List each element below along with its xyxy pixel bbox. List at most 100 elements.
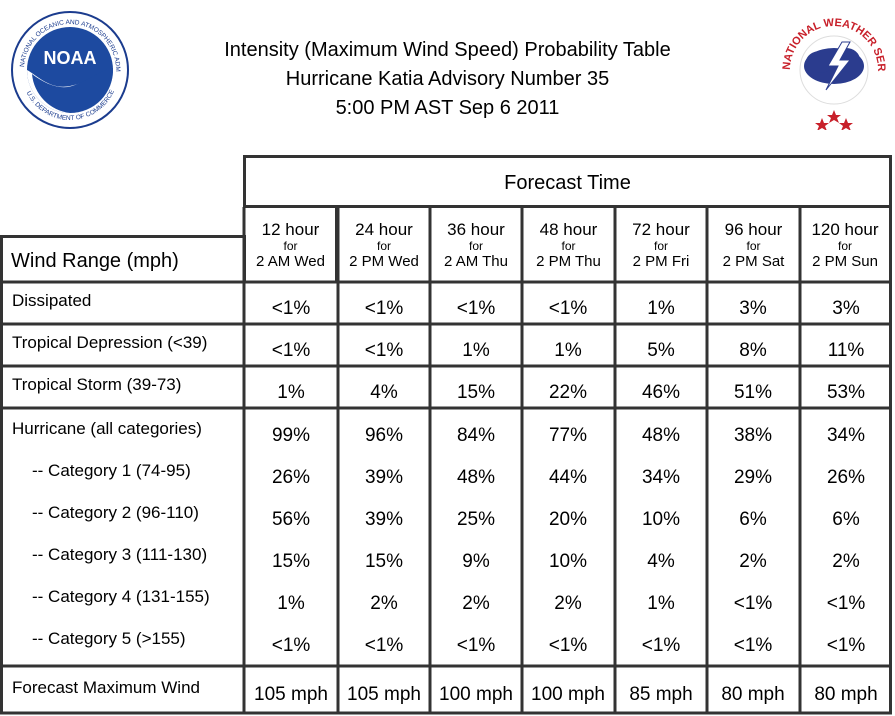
probability-cell: <1% [271, 635, 311, 656]
probability-cell: 15% [364, 551, 404, 572]
noaa-logo: NOAA NATIONAL OCEANIC AND ATMOSPHERIC AD… [10, 10, 129, 129]
page-title: Intensity (Maximum Wind Speed) Probabili… [160, 36, 735, 123]
column-time: 2 AM Wed [256, 253, 325, 270]
row-label: -- Category 2 (96-110) [32, 503, 199, 522]
row-label: Forecast Maximum Wind [12, 678, 200, 697]
probability-cell: 1% [277, 593, 305, 614]
probability-cell: 99% [271, 425, 311, 446]
column-hours: 120 hour [811, 220, 879, 239]
probability-cell: 84% [456, 425, 496, 446]
probability-cell: 38% [733, 425, 773, 446]
probability-cell: <1% [641, 635, 681, 656]
max-wind-cell: 105 mph [347, 684, 421, 705]
column-hours: 12 hour [261, 220, 320, 239]
probability-cell: 1% [647, 298, 675, 319]
probability-cell: 3% [739, 298, 767, 319]
probability-cell: 20% [548, 509, 588, 530]
row-label: Tropical Storm (39-73) [12, 375, 182, 394]
max-wind-cell: 100 mph [439, 684, 513, 705]
probability-cell: 2% [462, 593, 490, 614]
probability-cell: 1% [554, 340, 582, 361]
probability-cell: 3% [832, 298, 860, 319]
max-wind-cell: 105 mph [254, 684, 328, 705]
probability-cell: 39% [364, 467, 404, 488]
column-header: 36 hour for 2 AM Thu [430, 207, 522, 282]
column-time: 2 PM Thu [536, 253, 601, 270]
column-header: 72 hour for 2 PM Fri [615, 207, 707, 282]
row-label: Dissipated [12, 291, 92, 310]
probability-cell: 44% [548, 467, 588, 488]
probability-cell: <1% [364, 340, 404, 361]
probability-cell: 26% [826, 467, 866, 488]
column-header: 120 hour for 2 PM Sun [800, 207, 890, 282]
column-header: 12 hour for 2 AM Wed [246, 207, 338, 282]
title-line-3: 5:00 PM AST Sep 6 2011 [335, 97, 560, 119]
probability-cell: 1% [647, 593, 675, 614]
probability-cell: 56% [271, 509, 311, 530]
probability-cell: <1% [733, 635, 773, 656]
probability-cell: 5% [647, 340, 675, 361]
column-hours: 24 hour [355, 220, 413, 239]
column-hours: 48 hour [539, 220, 598, 239]
row-label: Hurricane (all categories) [12, 419, 202, 438]
probability-cell: 39% [364, 509, 404, 530]
probability-cell: 11% [827, 340, 865, 361]
probability-cell: <1% [826, 635, 866, 656]
probability-cell: 6% [832, 509, 860, 530]
probability-cell: 15% [271, 551, 311, 572]
probability-cell: 4% [370, 382, 398, 403]
probability-cell: 34% [826, 425, 866, 446]
probability-cell: <1% [548, 298, 588, 319]
column-time: 2 PM Wed [349, 253, 419, 270]
probability-cell: 22% [548, 382, 588, 403]
probability-cell: 10% [641, 509, 681, 530]
column-header: 48 hour for 2 PM Thu [522, 207, 615, 282]
nws-logo: NATIONAL WEATHER SERVICE [780, 6, 887, 130]
probability-cell: 46% [641, 382, 681, 403]
row-label: -- Category 1 (74-95) [32, 461, 191, 480]
column-time: 2 PM Fri [632, 253, 690, 270]
probability-cell: 51% [733, 382, 773, 403]
probability-cell: 6% [739, 509, 767, 530]
column-for: for [283, 239, 298, 253]
probability-cell: 9% [462, 551, 490, 572]
column-for: for [746, 239, 761, 253]
probability-cell: 48% [641, 425, 681, 446]
probability-cell: 2% [554, 593, 582, 614]
probability-cell: <1% [364, 298, 404, 319]
column-header: 24 hour for 2 PM Wed [338, 207, 430, 282]
probability-cell: 25% [456, 509, 496, 530]
probability-cell: 77% [548, 425, 588, 446]
title-line-1: Intensity (Maximum Wind Speed) Probabili… [224, 39, 671, 61]
probability-cell: 29% [733, 467, 773, 488]
probability-cell: <1% [826, 593, 866, 614]
probability-cell: 34% [641, 467, 681, 488]
probability-cell: 1% [277, 382, 305, 403]
probability-cell: 48% [456, 467, 496, 488]
svg-text:NOAA: NOAA [44, 48, 97, 68]
column-time: 2 AM Thu [444, 253, 508, 270]
max-wind-cell: 85 mph [629, 684, 693, 705]
probability-cell: <1% [456, 635, 496, 656]
column-for: for [376, 239, 391, 253]
probability-cell: 4% [647, 551, 675, 572]
probability-cell: <1% [271, 340, 311, 361]
probability-cell: 10% [548, 551, 588, 572]
wind-range-header: Wind Range (mph) [0, 235, 246, 282]
probability-cell: 53% [826, 382, 866, 403]
column-for: for [837, 239, 852, 253]
probability-cell: 2% [370, 593, 398, 614]
column-header: 96 hour for 2 PM Sat [707, 207, 800, 282]
column-time: 2 PM Sun [812, 253, 878, 270]
probability-cell: 8% [739, 340, 767, 361]
probability-cell: <1% [456, 298, 496, 319]
row-label: -- Category 4 (131-155) [32, 587, 210, 606]
probability-cell: 2% [739, 551, 767, 572]
row-label: Tropical Depression (<39) [12, 333, 208, 352]
column-hours: 96 hour [724, 220, 783, 239]
row-label: -- Category 3 (111-130) [32, 545, 208, 564]
title-line-2: Hurricane Katia Advisory Number 35 [285, 68, 610, 90]
column-for: for [468, 239, 483, 253]
probability-cell: <1% [733, 593, 773, 614]
probability-cell: <1% [364, 635, 404, 656]
